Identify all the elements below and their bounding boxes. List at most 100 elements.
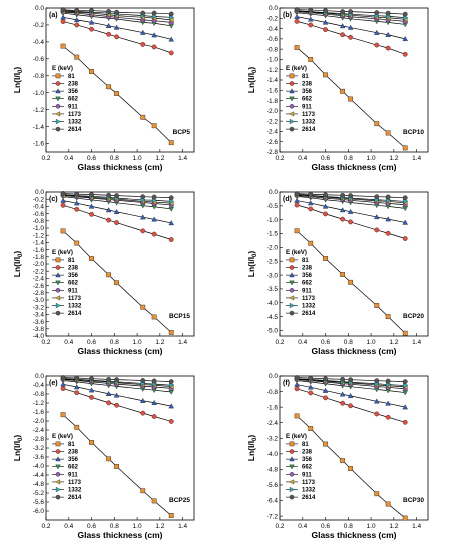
data-point [140, 114, 146, 120]
series-line [297, 384, 406, 408]
y-tick-label: -0.8 [33, 218, 45, 225]
data-point [374, 121, 380, 127]
x-tick-label: 0.4 [64, 523, 73, 530]
data-point [151, 314, 157, 320]
data-point [340, 458, 346, 464]
series-238 [60, 202, 174, 242]
data-point [347, 208, 354, 214]
data-point [385, 501, 391, 507]
y-tick-label: -1.6 [33, 141, 45, 148]
legend-entry-label: 356 [68, 89, 79, 95]
y-tick-label: -3.2 [33, 304, 45, 311]
data-point [385, 45, 391, 51]
legend-title: E (keV) [286, 65, 307, 72]
data-point [114, 280, 119, 286]
data-point [168, 379, 174, 385]
y-tick-label: -0.8 [267, 46, 279, 53]
data-point [169, 198, 175, 205]
chart-panel: 0.2 0.4 0.6 0.8 1.0 1.2 1.4 0.0 -0.2 -0.4 -0.6 -0.8… [12, 5, 195, 172]
data-point [385, 31, 391, 37]
data-point [385, 400, 391, 406]
series-81 [294, 228, 408, 336]
legend-marker [289, 486, 295, 493]
y-axis-label: Ln(I/I0) [246, 251, 258, 278]
legend-entry-label: 662 [68, 97, 79, 103]
data-point [385, 414, 391, 420]
legend-entry-label: 81 [68, 442, 75, 448]
legend-entry-label: 662 [68, 281, 79, 287]
legend-entry-label: 356 [68, 273, 79, 279]
series-2614 [60, 7, 174, 17]
y-tick-label: -2.0 [33, 418, 45, 425]
data-point [113, 24, 120, 30]
data-point [60, 14, 66, 20]
plot-frame [45, 7, 195, 153]
legend-marker [55, 81, 61, 86]
data-point [385, 130, 391, 136]
data-point [74, 22, 80, 28]
data-point [348, 9, 353, 15]
data-point [294, 375, 300, 380]
y-tick-label: 0.0 [35, 189, 44, 196]
series-238 [294, 18, 408, 57]
data-point [374, 29, 380, 35]
legend-entry-label: 238 [68, 82, 79, 88]
y-tick-label: -5.6 [33, 499, 45, 506]
legend-entry-label: 238 [302, 266, 313, 272]
y-tick-label: -2.6 [33, 283, 45, 290]
legend-entry-label: 662 [302, 465, 313, 471]
data-point [323, 256, 328, 261]
panel-label: (e) [49, 380, 58, 387]
legend-marker [55, 265, 61, 270]
data-point [151, 216, 157, 222]
data-point [402, 330, 408, 336]
x-axis-label: Glass thickness (cm) [77, 530, 162, 540]
y-tick-label: -1.2 [33, 107, 45, 114]
series-81 [294, 413, 408, 521]
legend-marker [289, 118, 295, 125]
x-tick-label: 0.6 [321, 339, 330, 346]
y-tick-label: -2.2 [33, 268, 45, 275]
x-tick-label: 1.0 [367, 155, 376, 162]
data-point [323, 395, 328, 401]
legend-entry-label: 911 [68, 472, 78, 478]
legend-marker [289, 257, 295, 263]
y-tick-label: -1.6 [33, 247, 45, 254]
legend-entry-label: 1173 [302, 112, 316, 118]
data-point [323, 27, 328, 32]
legend-entry-label: 1173 [68, 112, 82, 118]
data-point [348, 279, 353, 285]
y-axis-label: Ln(I/I0) [12, 251, 24, 278]
x-tick-label: 1.2 [155, 523, 164, 530]
data-point [385, 10, 391, 16]
legend-marker [55, 464, 61, 470]
legend-entry-label: 238 [68, 266, 79, 272]
legend-title: E (keV) [52, 65, 73, 72]
data-point [340, 192, 346, 198]
data-point [340, 400, 346, 406]
legend-entry-label: 2614 [68, 495, 82, 501]
data-point [339, 207, 346, 213]
x-tick-label: 1.2 [389, 339, 398, 346]
x-axis-label: Glass thickness (cm) [311, 162, 396, 172]
legend-entry-label: 1173 [302, 296, 316, 302]
y-tick-label: -1.6 [267, 87, 279, 94]
legend-entry-label: 238 [302, 450, 313, 456]
legend-marker [289, 310, 295, 316]
y-tick-label: -2.0 [33, 261, 45, 268]
data-point [151, 378, 157, 384]
data-point [106, 456, 112, 462]
series-238 [60, 19, 174, 56]
legend-marker [289, 479, 295, 485]
y-tick-label: -0.2 [267, 15, 279, 22]
legend-entry-label: 356 [302, 273, 313, 279]
data-point [308, 240, 314, 246]
legend-marker [55, 288, 61, 293]
series-2614 [294, 375, 408, 385]
data-point [402, 11, 408, 17]
y-tick-label: -6.0 [33, 508, 45, 515]
data-point [113, 392, 120, 398]
data-point [114, 193, 119, 199]
y-tick-label: -1.5 [267, 231, 279, 238]
